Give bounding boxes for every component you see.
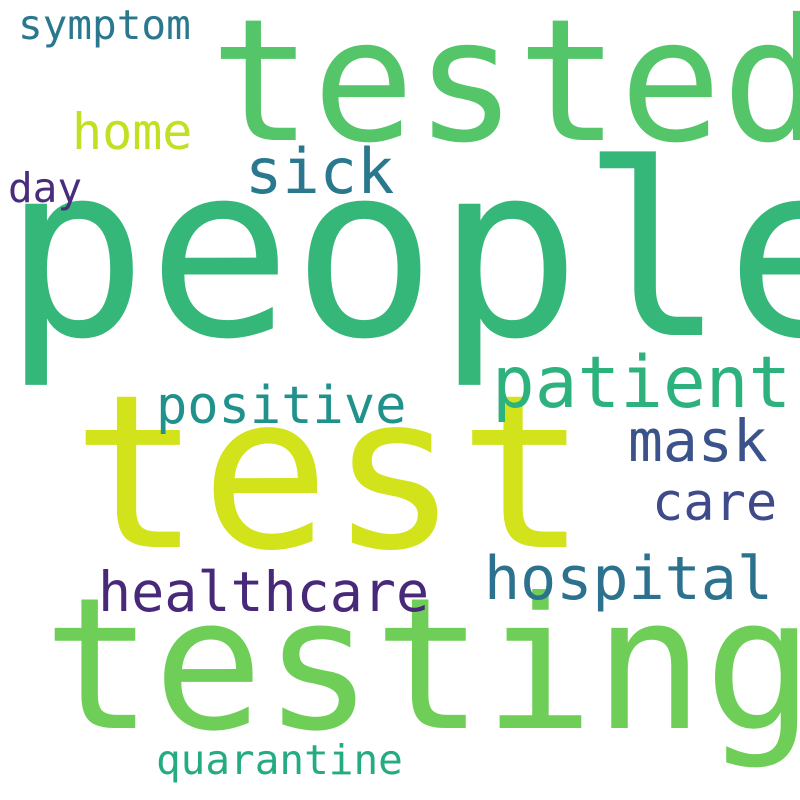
word-people: people — [3, 112, 800, 392]
word-testing: testing — [43, 559, 800, 772]
word-tested: tested — [210, 0, 800, 181]
word-hospital: hospital — [484, 544, 773, 614]
word-care: care — [652, 473, 778, 533]
word-positive: positive — [156, 376, 407, 436]
word-test: test — [72, 349, 588, 598]
word-day: day — [8, 164, 83, 212]
word-symptom: symptom — [18, 1, 191, 49]
word-mask: mask — [628, 407, 768, 475]
word-sick: sick — [245, 135, 395, 208]
word-patient: patient — [492, 341, 792, 424]
word-home: home — [72, 103, 193, 161]
word-quarantine: quarantine — [156, 736, 403, 784]
word-healthcare: healthcare — [98, 560, 430, 624]
